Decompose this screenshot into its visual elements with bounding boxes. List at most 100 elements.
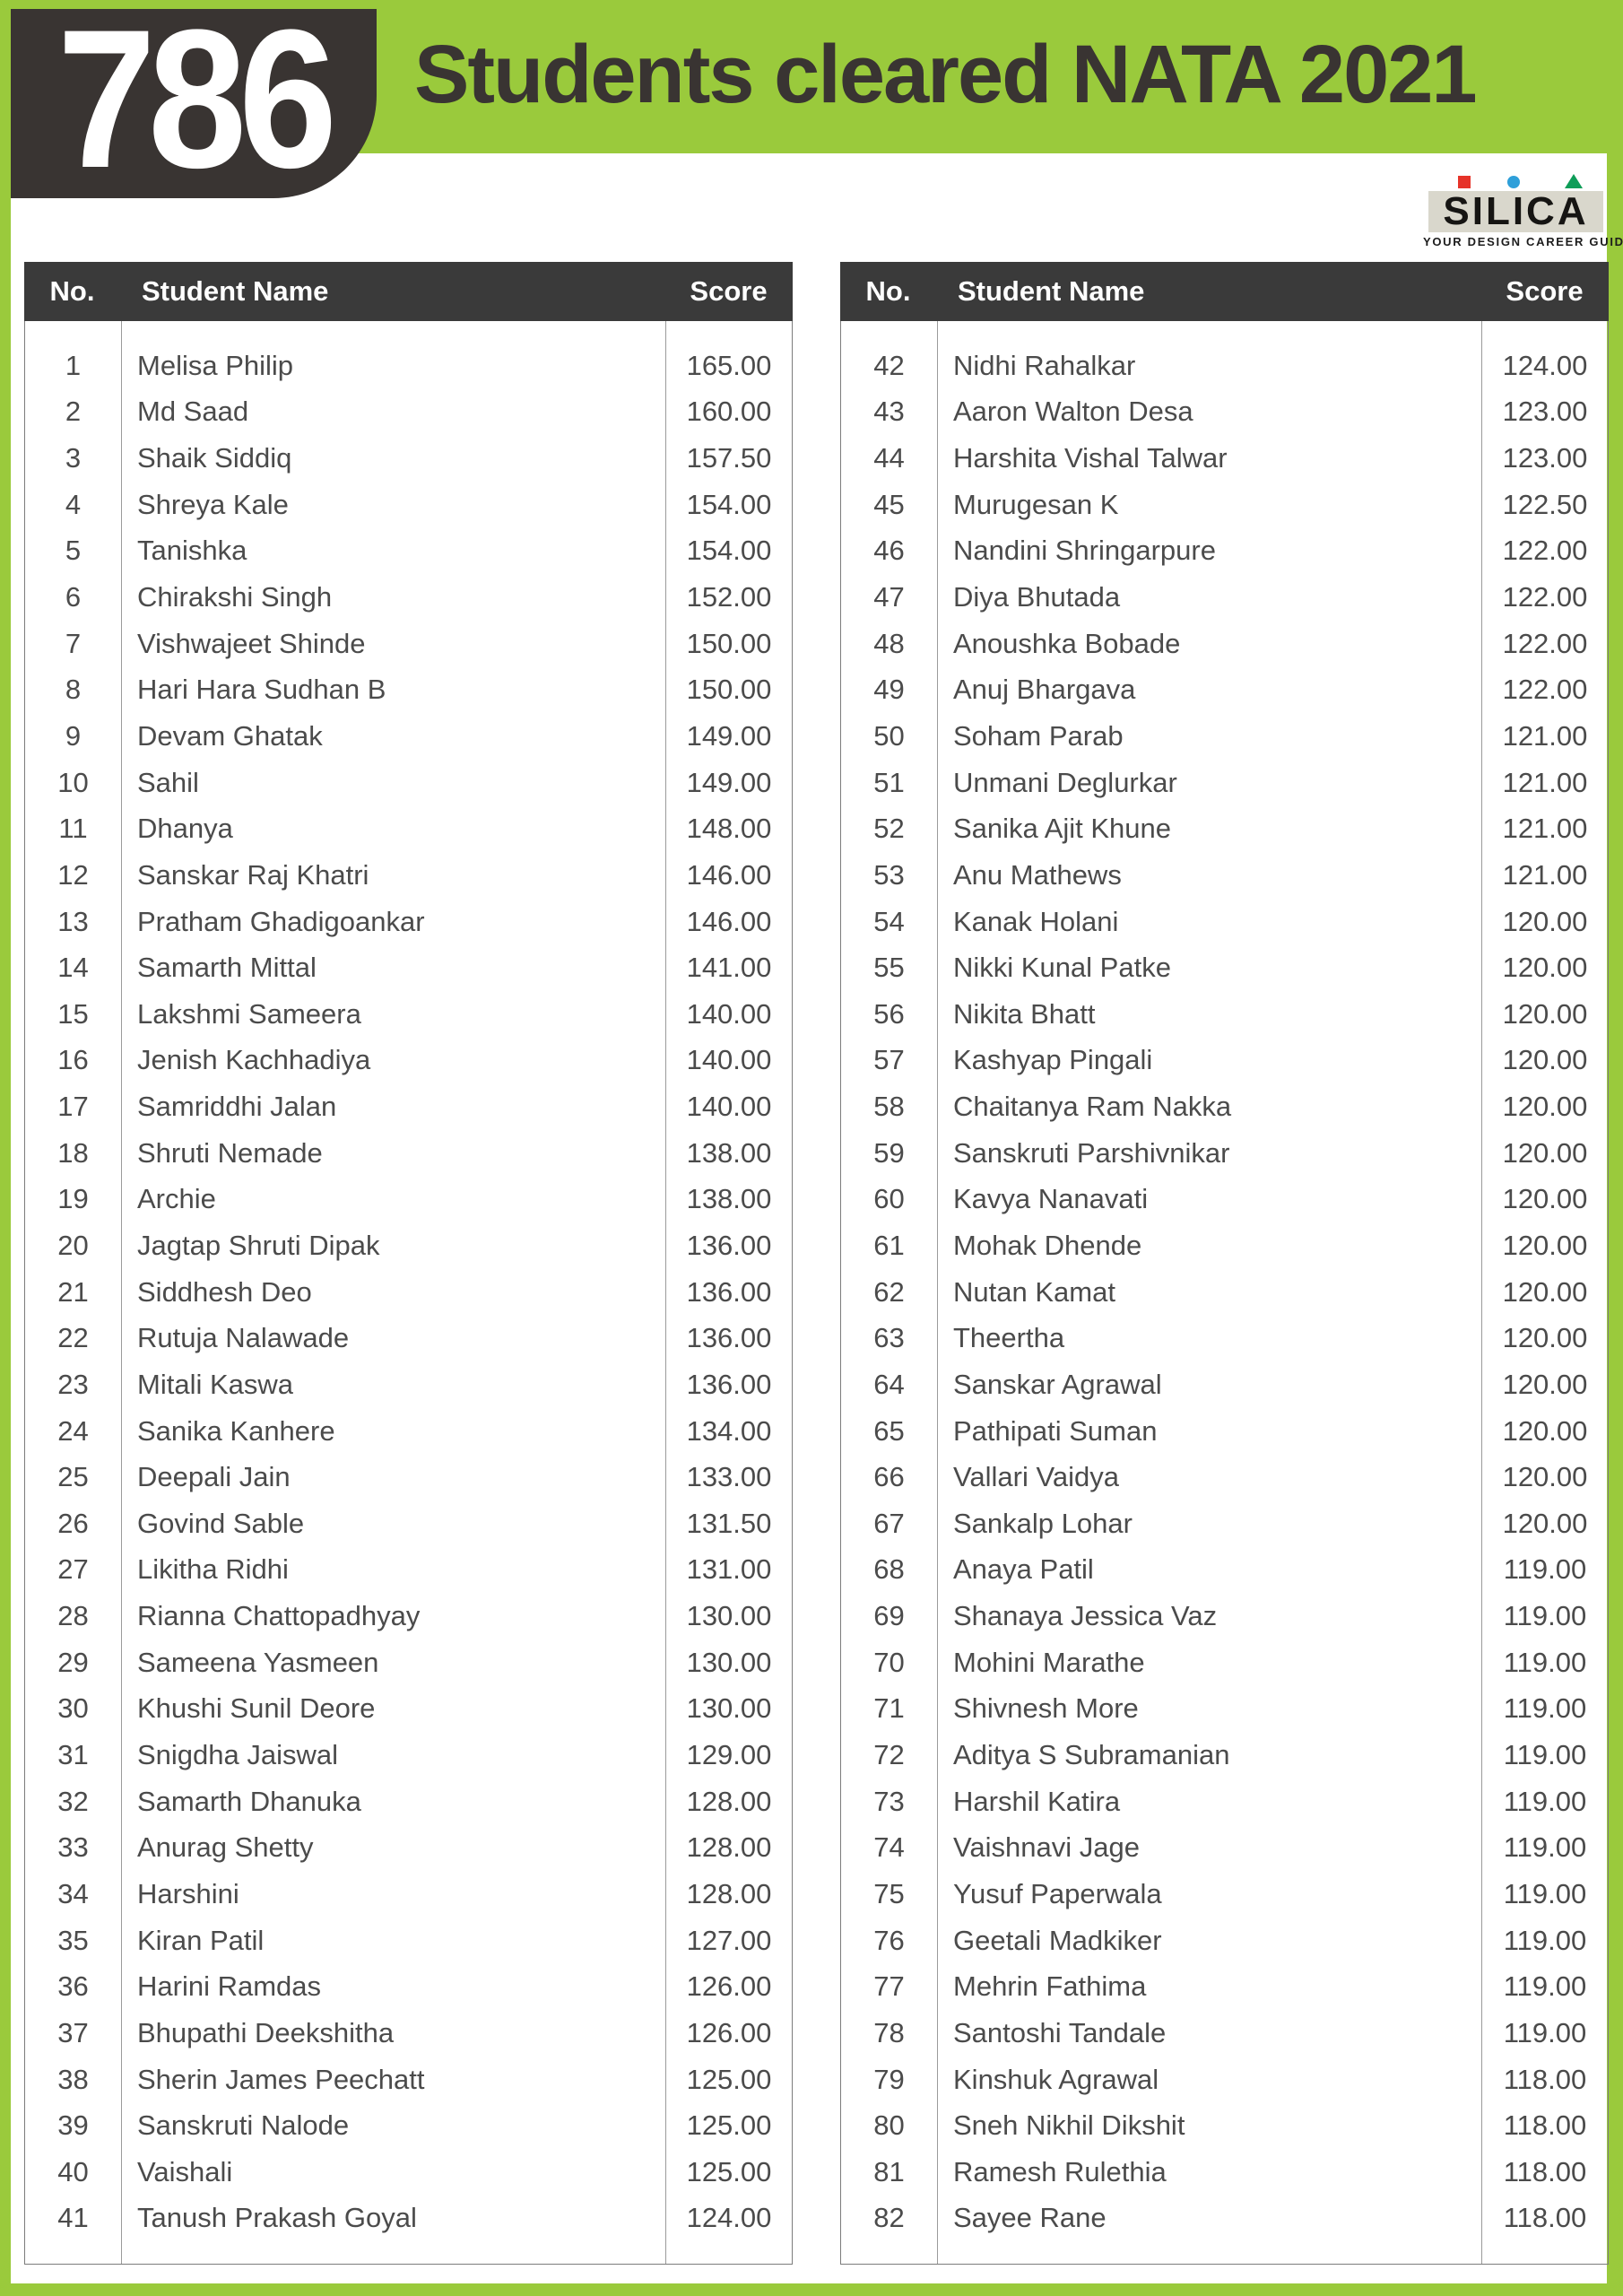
row-number: 59 [873,1136,905,1169]
student-score: 122.00 [1502,627,1588,659]
student-score: 128.00 [686,1877,772,1909]
student-score: 122.00 [1502,535,1588,567]
student-name: Sanskar Agrawal [953,1368,1162,1400]
logo-blue-circle-icon [1507,176,1520,188]
student-name: Devam Ghatak [137,719,323,752]
student-score: 119.00 [1503,1970,1587,2003]
student-name: Tanishka [137,535,247,567]
student-name: Harshil Katira [953,1785,1121,1817]
student-score: 124.00 [686,2202,772,2234]
student-score: 126.00 [686,1970,772,2003]
column-divider [121,321,122,2264]
student-name: Nikita Bhatt [953,997,1096,1030]
row-number: 50 [873,719,905,752]
row-number: 31 [57,1739,89,1771]
student-name: Likitha Ridhi [137,1553,289,1586]
row-number: 15 [57,997,89,1030]
student-name: Melisa Philip [137,349,294,381]
row-number: 35 [57,1924,89,1956]
logo-red-square-icon [1458,176,1471,188]
column-header-no: No. [865,275,911,307]
student-score: 120.00 [1502,1136,1588,1169]
row-number: 49 [873,674,905,706]
row-number: 27 [57,1553,89,1586]
student-name: Samriddhi Jalan [137,1091,337,1123]
row-number: 80 [873,2109,905,2142]
student-name: Nikki Kunal Patke [953,952,1171,984]
student-score: 121.00 [1502,766,1588,798]
student-name: Kashyap Pingali [953,1044,1153,1076]
student-name: Harshini [137,1877,239,1909]
table-header-left: No. Student Name Score [24,262,793,321]
student-name: Unmani Deglurkar [953,766,1177,798]
student-name: Shruti Nemade [137,1136,323,1169]
column-header-name: Student Name [142,275,329,307]
student-score: 125.00 [686,2063,772,2095]
table-body-left: 1 Melisa Philip 165.00 2 Md Saad 160.00 3 Shaik… [24,321,793,2265]
row-number: 19 [57,1183,89,1215]
student-score: 160.00 [686,396,772,428]
student-score: 121.00 [1502,813,1588,845]
student-name: Nutan Kamat [953,1275,1115,1308]
row-number: 72 [873,1739,905,1771]
student-score: 140.00 [686,1091,772,1123]
student-name: Nidhi Rahalkar [953,349,1136,381]
student-score: 121.00 [1502,858,1588,891]
student-score: 120.00 [1502,1507,1588,1539]
row-number: 39 [57,2109,89,2142]
row-number: 10 [57,766,89,798]
row-number: 64 [873,1368,905,1400]
score-table-left: No. Student Name Score 1 Melisa Philip 165… [24,262,793,2265]
student-name: Kavya Nanavati [953,1183,1149,1215]
student-score: 128.00 [686,1831,772,1864]
row-number: 26 [57,1507,89,1539]
row-number: 8 [65,674,82,706]
row-number: 42 [873,349,905,381]
student-score: 150.00 [686,674,772,706]
student-score: 136.00 [686,1322,772,1354]
row-number: 9 [65,719,82,752]
student-score: 131.00 [686,1553,772,1586]
student-name: Archie [137,1183,216,1215]
row-number: 51 [873,766,905,798]
logo-green-triangle-icon [1565,174,1583,188]
row-number: 43 [873,396,905,428]
student-name: Chaitanya Ram Nakka [953,1091,1232,1123]
page-border-left [0,0,11,2296]
row-number: 7 [65,627,82,659]
row-number: 5 [65,535,82,567]
student-name: Mehrin Fathima [953,1970,1147,2003]
student-name: Vallari Vaidya [953,1461,1119,1493]
silica-logo: SILICA YOUR DESIGN CAREER GUIDE [1423,174,1623,253]
student-name: Vaishnavi Jage [953,1831,1140,1864]
score-table-right: No. Student Name Score 42 Nidhi Rahalkar 1… [840,262,1609,2265]
student-count: 786 [57,0,337,209]
row-number: 3 [65,442,82,474]
student-score: 149.00 [686,766,772,798]
row-number: 18 [57,1136,89,1169]
student-name: Bhupathi Deekshitha [137,2016,395,2048]
row-number: 34 [57,1877,89,1909]
student-name: Anu Mathews [953,858,1122,891]
row-number: 63 [873,1322,905,1354]
row-number: 46 [873,535,905,567]
student-score: 120.00 [1502,1461,1588,1493]
row-number: 57 [873,1044,905,1076]
row-number: 54 [873,905,905,937]
student-name: Geetali Madkiker [953,1924,1162,1956]
student-score: 120.00 [1502,1414,1588,1447]
student-score: 120.00 [1502,1322,1588,1354]
column-divider [937,321,938,2264]
student-name: Sankalp Lohar [953,1507,1133,1539]
student-name: Khushi Sunil Deore [137,1692,376,1725]
row-number: 75 [873,1877,905,1909]
student-score: 118.00 [1503,2155,1587,2187]
row-number: 56 [873,997,905,1030]
student-name: Aaron Walton Desa [953,396,1193,428]
column-header-score: Score [1506,275,1584,307]
student-name: Sanskruti Parshivnikar [953,1136,1230,1169]
student-name: Jagtap Shruti Dipak [137,1229,380,1261]
row-number: 25 [57,1461,89,1493]
row-number: 38 [57,2063,89,2095]
student-score: 119.00 [1503,1831,1587,1864]
